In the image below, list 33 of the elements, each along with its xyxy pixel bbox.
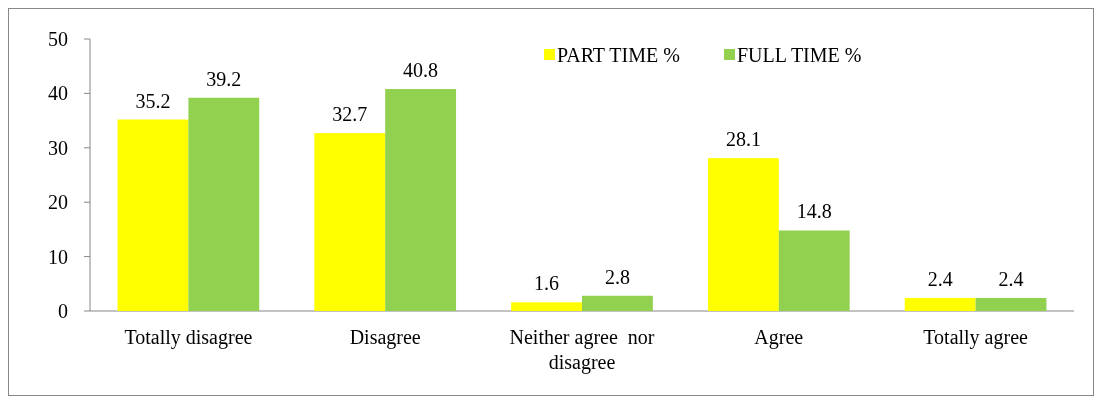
bar xyxy=(778,230,850,311)
bar xyxy=(582,295,653,311)
data-label: 32.7 xyxy=(332,103,368,126)
y-tick-label: 50 xyxy=(48,28,68,50)
x-tick-label: Totally agree xyxy=(923,326,1029,349)
data-label: 14.8 xyxy=(796,200,832,223)
bar xyxy=(904,297,976,311)
x-tick-label: Totally disagree xyxy=(124,326,253,349)
y-tick-label: 10 xyxy=(48,245,68,268)
data-label: 2.4 xyxy=(927,267,953,290)
bar xyxy=(314,133,386,311)
y-tick-label: 0 xyxy=(58,300,68,322)
bar xyxy=(188,97,260,311)
x-tick-label: Disagree xyxy=(349,326,421,349)
y-tick-label: 30 xyxy=(48,136,68,159)
y-tick-label: 20 xyxy=(48,191,68,214)
data-label: 28.1 xyxy=(725,128,761,151)
bar xyxy=(975,297,1047,311)
x-tick-label: Agree xyxy=(754,326,804,349)
bar xyxy=(707,158,779,311)
bar xyxy=(385,89,457,311)
bar xyxy=(117,119,189,311)
data-label: 2.4 xyxy=(998,267,1024,290)
data-label: 39.2 xyxy=(206,67,242,90)
data-label: 1.6 xyxy=(534,272,560,295)
legend-label: PART TIME % xyxy=(557,44,680,66)
legend-label: FULL TIME % xyxy=(737,44,862,66)
y-tick-label: 40 xyxy=(48,82,68,105)
data-label: 40.8 xyxy=(403,59,439,82)
data-label: 35.2 xyxy=(135,89,171,112)
data-label: 2.8 xyxy=(604,265,630,288)
bar xyxy=(511,302,582,311)
x-tick-label: Neither agree nor disagree xyxy=(509,326,655,374)
